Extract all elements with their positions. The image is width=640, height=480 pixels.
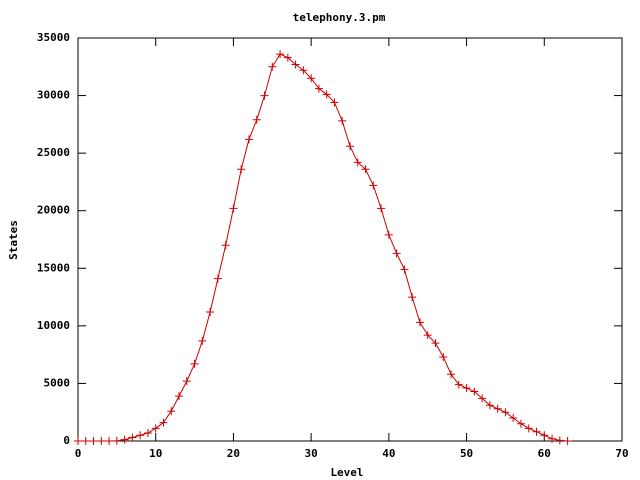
y-tick-label: 15000: [37, 261, 70, 274]
point-marker: [307, 74, 316, 83]
point-marker: [462, 384, 471, 393]
y-axis-label: States: [7, 220, 20, 260]
point-marker: [439, 352, 448, 361]
point-marker: [229, 204, 238, 213]
point-marker: [384, 230, 393, 239]
point-marker: [532, 427, 541, 436]
x-tick-label: 60: [538, 447, 551, 460]
point-marker: [151, 424, 160, 433]
point-marker: [244, 135, 253, 144]
point-marker: [74, 437, 82, 445]
point-marker: [516, 419, 525, 428]
point-marker: [485, 401, 494, 410]
point-marker: [377, 204, 386, 213]
point-marker: [470, 387, 479, 396]
point-marker: [143, 428, 152, 437]
y-tick-label: 10000: [37, 319, 70, 332]
point-marker: [128, 433, 137, 442]
point-marker: [283, 53, 292, 62]
point-marker: [400, 265, 409, 274]
point-marker: [408, 293, 417, 302]
point-marker: [454, 380, 463, 389]
point-marker: [213, 274, 222, 283]
point-marker: [524, 424, 533, 433]
point-marker: [322, 90, 331, 99]
point-marker: [159, 418, 168, 427]
point-marker: [548, 434, 557, 443]
point-marker: [136, 431, 145, 440]
point-marker: [447, 370, 456, 379]
point-marker: [206, 308, 215, 317]
point-marker: [330, 98, 339, 107]
point-marker: [501, 408, 510, 417]
x-tick-label: 70: [615, 447, 628, 460]
x-tick-label: 20: [227, 447, 240, 460]
y-tick-label: 0: [63, 434, 70, 447]
point-marker: [237, 165, 246, 174]
point-marker: [105, 437, 114, 445]
y-tick-label: 20000: [37, 204, 70, 217]
point-marker: [167, 407, 176, 416]
y-tick-label: 35000: [37, 31, 70, 44]
point-marker: [268, 62, 277, 71]
point-marker: [353, 158, 362, 167]
point-marker: [563, 437, 572, 445]
y-tick-label: 30000: [37, 89, 70, 102]
point-marker: [120, 435, 129, 444]
point-marker: [182, 377, 191, 386]
point-marker: [555, 436, 564, 445]
point-marker: [89, 437, 98, 445]
y-tick-label: 25000: [37, 146, 70, 159]
x-tick-label: 10: [149, 447, 162, 460]
point-marker: [190, 359, 199, 368]
point-marker: [81, 437, 90, 445]
point-marker: [338, 116, 347, 125]
point-marker: [299, 66, 308, 75]
point-marker: [478, 394, 487, 403]
x-axis-label: Level: [330, 466, 363, 479]
x-tick-label: 0: [75, 447, 82, 460]
point-marker: [415, 318, 424, 327]
point-marker: [260, 91, 269, 100]
point-marker: [369, 181, 378, 190]
point-marker: [540, 431, 549, 440]
x-tick-label: 30: [305, 447, 318, 460]
point-marker: [423, 331, 432, 340]
point-marker: [361, 165, 370, 174]
point-marker: [291, 60, 300, 69]
point-marker: [431, 339, 440, 348]
point-marker: [97, 437, 106, 445]
point-marker: [509, 413, 518, 422]
y-tick-label: 5000: [44, 376, 71, 389]
chart-title: telephony.3.pm: [293, 11, 386, 24]
line: [78, 53, 568, 442]
point-marker: [221, 241, 230, 250]
x-tick-label: 40: [382, 447, 395, 460]
point-marker: [252, 115, 261, 124]
point-marker: [112, 436, 121, 445]
point-marker: [493, 404, 502, 413]
point-marker: [198, 336, 207, 345]
point-marker: [392, 249, 401, 258]
x-tick-label: 50: [460, 447, 473, 460]
point-marker: [175, 392, 184, 401]
plot-border: [77, 37, 623, 442]
point-marker: [276, 50, 285, 59]
point-marker: [346, 142, 354, 151]
point-marker: [314, 84, 323, 93]
